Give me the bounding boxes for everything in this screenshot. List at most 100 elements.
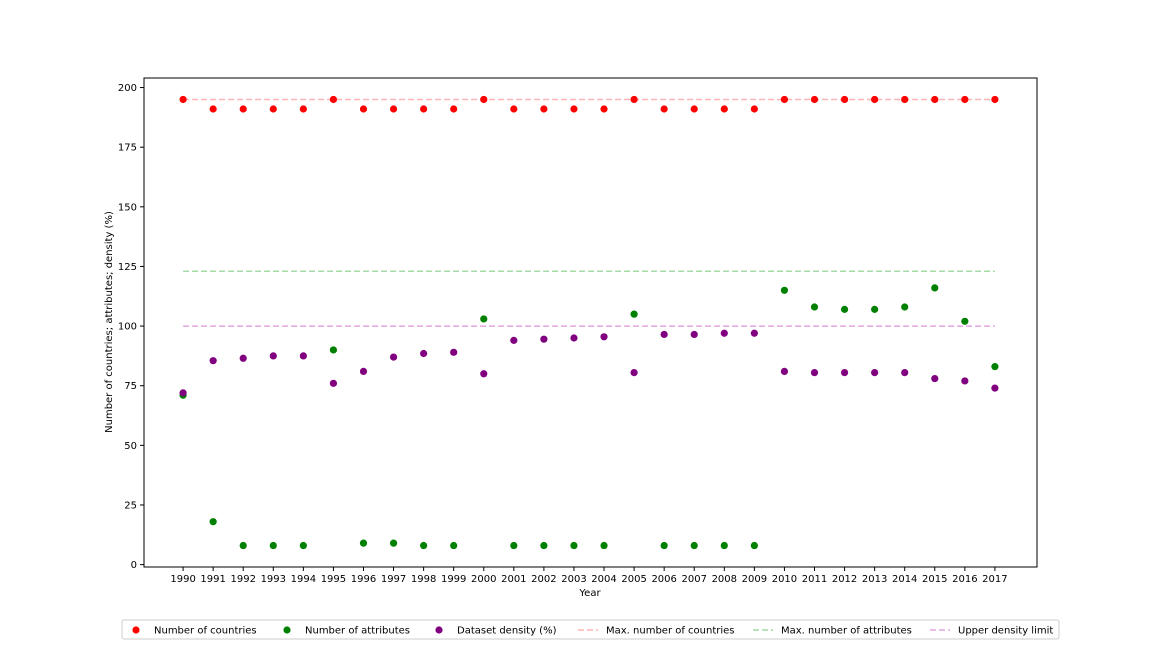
point-number-of-attributes — [299, 541, 307, 550]
x-tick-label: 2009 — [742, 574, 767, 585]
point-number-of-attributes — [209, 518, 217, 526]
point-number-of-attributes — [871, 305, 879, 313]
point-number-of-attributes — [480, 315, 488, 323]
x-tick-label: 2006 — [651, 574, 676, 585]
legend-item-number-of-countries: Number of countries — [132, 626, 257, 637]
x-tick-label: 1990 — [170, 574, 195, 585]
legend-marker — [132, 626, 140, 634]
point-dataset-density — [359, 367, 368, 375]
point-number-of-attributes — [961, 317, 969, 325]
y-tick-label: 0 — [131, 560, 137, 571]
point-dataset-density — [420, 349, 428, 358]
point-number-of-attributes — [810, 303, 819, 311]
y-axis-ticks: 0 25 50 75 100 125 150 175 200 — [118, 83, 144, 571]
point-number-of-attributes — [389, 539, 398, 547]
point-dataset-density — [630, 368, 638, 377]
x-tick-label: 2013 — [862, 574, 887, 585]
legend-label: Number of countries — [154, 626, 257, 637]
point-dataset-density — [840, 368, 849, 377]
point-number-of-countries — [630, 95, 638, 104]
x-tick-label: 1993 — [261, 574, 286, 585]
x-tick-label: 2015 — [922, 574, 947, 585]
legend-item-upper-density-limit: Upper density limit — [930, 626, 1053, 637]
legend-item-number-of-attributes: Number of attributes — [283, 626, 410, 637]
legend-item-max-number-of-attributes: Max. number of attributes — [753, 626, 912, 637]
point-number-of-attributes — [600, 541, 608, 550]
point-number-of-countries — [299, 105, 307, 113]
point-number-of-attributes — [540, 541, 548, 550]
x-tick-label: 1999 — [441, 574, 466, 585]
x-tick-label: 2016 — [952, 574, 977, 585]
y-axis-label: Number of countries; attributes; density… — [104, 211, 115, 433]
legend-label: Dataset density (%) — [457, 626, 557, 637]
point-dataset-density — [329, 379, 338, 387]
x-tick-label: 2002 — [531, 574, 556, 585]
point-number-of-attributes — [931, 284, 939, 292]
point-number-of-countries — [720, 105, 728, 113]
point-dataset-density — [750, 329, 758, 337]
point-dataset-density — [510, 336, 518, 344]
x-tick-label: 1998 — [411, 574, 436, 585]
point-number-of-countries — [540, 105, 548, 113]
point-number-of-attributes — [329, 346, 338, 354]
point-number-of-countries — [600, 105, 608, 113]
point-dataset-density — [690, 330, 698, 339]
point-dataset-density — [299, 352, 307, 360]
x-tick-label: 2007 — [682, 574, 707, 585]
point-number-of-countries — [750, 105, 758, 113]
legend: Number of countries Number of attributes D… — [121, 619, 1060, 640]
point-number-of-countries — [239, 105, 247, 113]
y-tick-label: 75 — [124, 381, 137, 392]
legend-label: Upper density limit — [958, 626, 1053, 637]
point-dataset-density — [931, 374, 939, 383]
x-tick-label: 2000 — [471, 574, 496, 585]
legend-item-max-number-of-countries: Max. number of countries — [578, 626, 735, 637]
point-number-of-attributes — [901, 303, 909, 311]
point-number-of-attributes — [840, 305, 849, 313]
legend-item-dataset-density: Dataset density (%) — [435, 626, 557, 637]
reference-lines — [183, 98, 995, 327]
plot-area-frame — [143, 77, 1038, 568]
point-dataset-density — [871, 368, 879, 377]
point-dataset-density — [540, 335, 548, 343]
point-number-of-countries — [389, 105, 398, 113]
point-number-of-attributes — [750, 541, 758, 550]
point-number-of-attributes — [450, 541, 458, 550]
x-tick-label: 1997 — [381, 574, 406, 585]
point-number-of-attributes — [510, 541, 518, 550]
x-tick-label: 2008 — [712, 574, 737, 585]
y-tick-label: 125 — [118, 262, 137, 273]
y-tick-label: 200 — [118, 83, 137, 94]
point-dataset-density — [720, 329, 728, 337]
point-number-of-countries — [961, 95, 969, 104]
y-tick-label: 25 — [124, 500, 137, 511]
x-tick-label: 2011 — [802, 574, 827, 585]
point-number-of-countries — [780, 95, 789, 104]
legend-label: Max. number of countries — [606, 626, 735, 637]
x-axis-ticks: 1990 1991 1992 1993 1994 1995 1996 1997 1998 1999… — [170, 567, 1008, 585]
point-dataset-density — [269, 352, 277, 360]
point-number-of-attributes — [269, 541, 277, 550]
point-number-of-countries — [420, 105, 428, 113]
point-number-of-attributes — [720, 541, 728, 550]
point-dataset-density — [810, 368, 819, 377]
x-tick-label: 2001 — [501, 574, 526, 585]
point-number-of-countries — [991, 95, 999, 104]
point-number-of-attributes — [991, 363, 999, 371]
x-tick-label: 2003 — [561, 574, 586, 585]
point-number-of-attributes — [239, 541, 247, 550]
x-tick-label: 2004 — [591, 574, 616, 585]
point-dataset-density — [480, 370, 488, 378]
point-number-of-attributes — [660, 541, 668, 550]
point-number-of-attributes — [630, 310, 638, 318]
point-number-of-attributes — [780, 286, 789, 294]
point-dataset-density — [239, 354, 247, 362]
x-tick-label: 1994 — [291, 574, 316, 585]
series-number-of-attributes — [179, 284, 999, 550]
point-dataset-density — [600, 333, 608, 341]
y-tick-label: 150 — [118, 202, 137, 213]
point-dataset-density — [389, 353, 398, 361]
data-points — [179, 95, 999, 550]
point-dataset-density — [780, 367, 789, 375]
series-dataset-density — [179, 329, 999, 397]
